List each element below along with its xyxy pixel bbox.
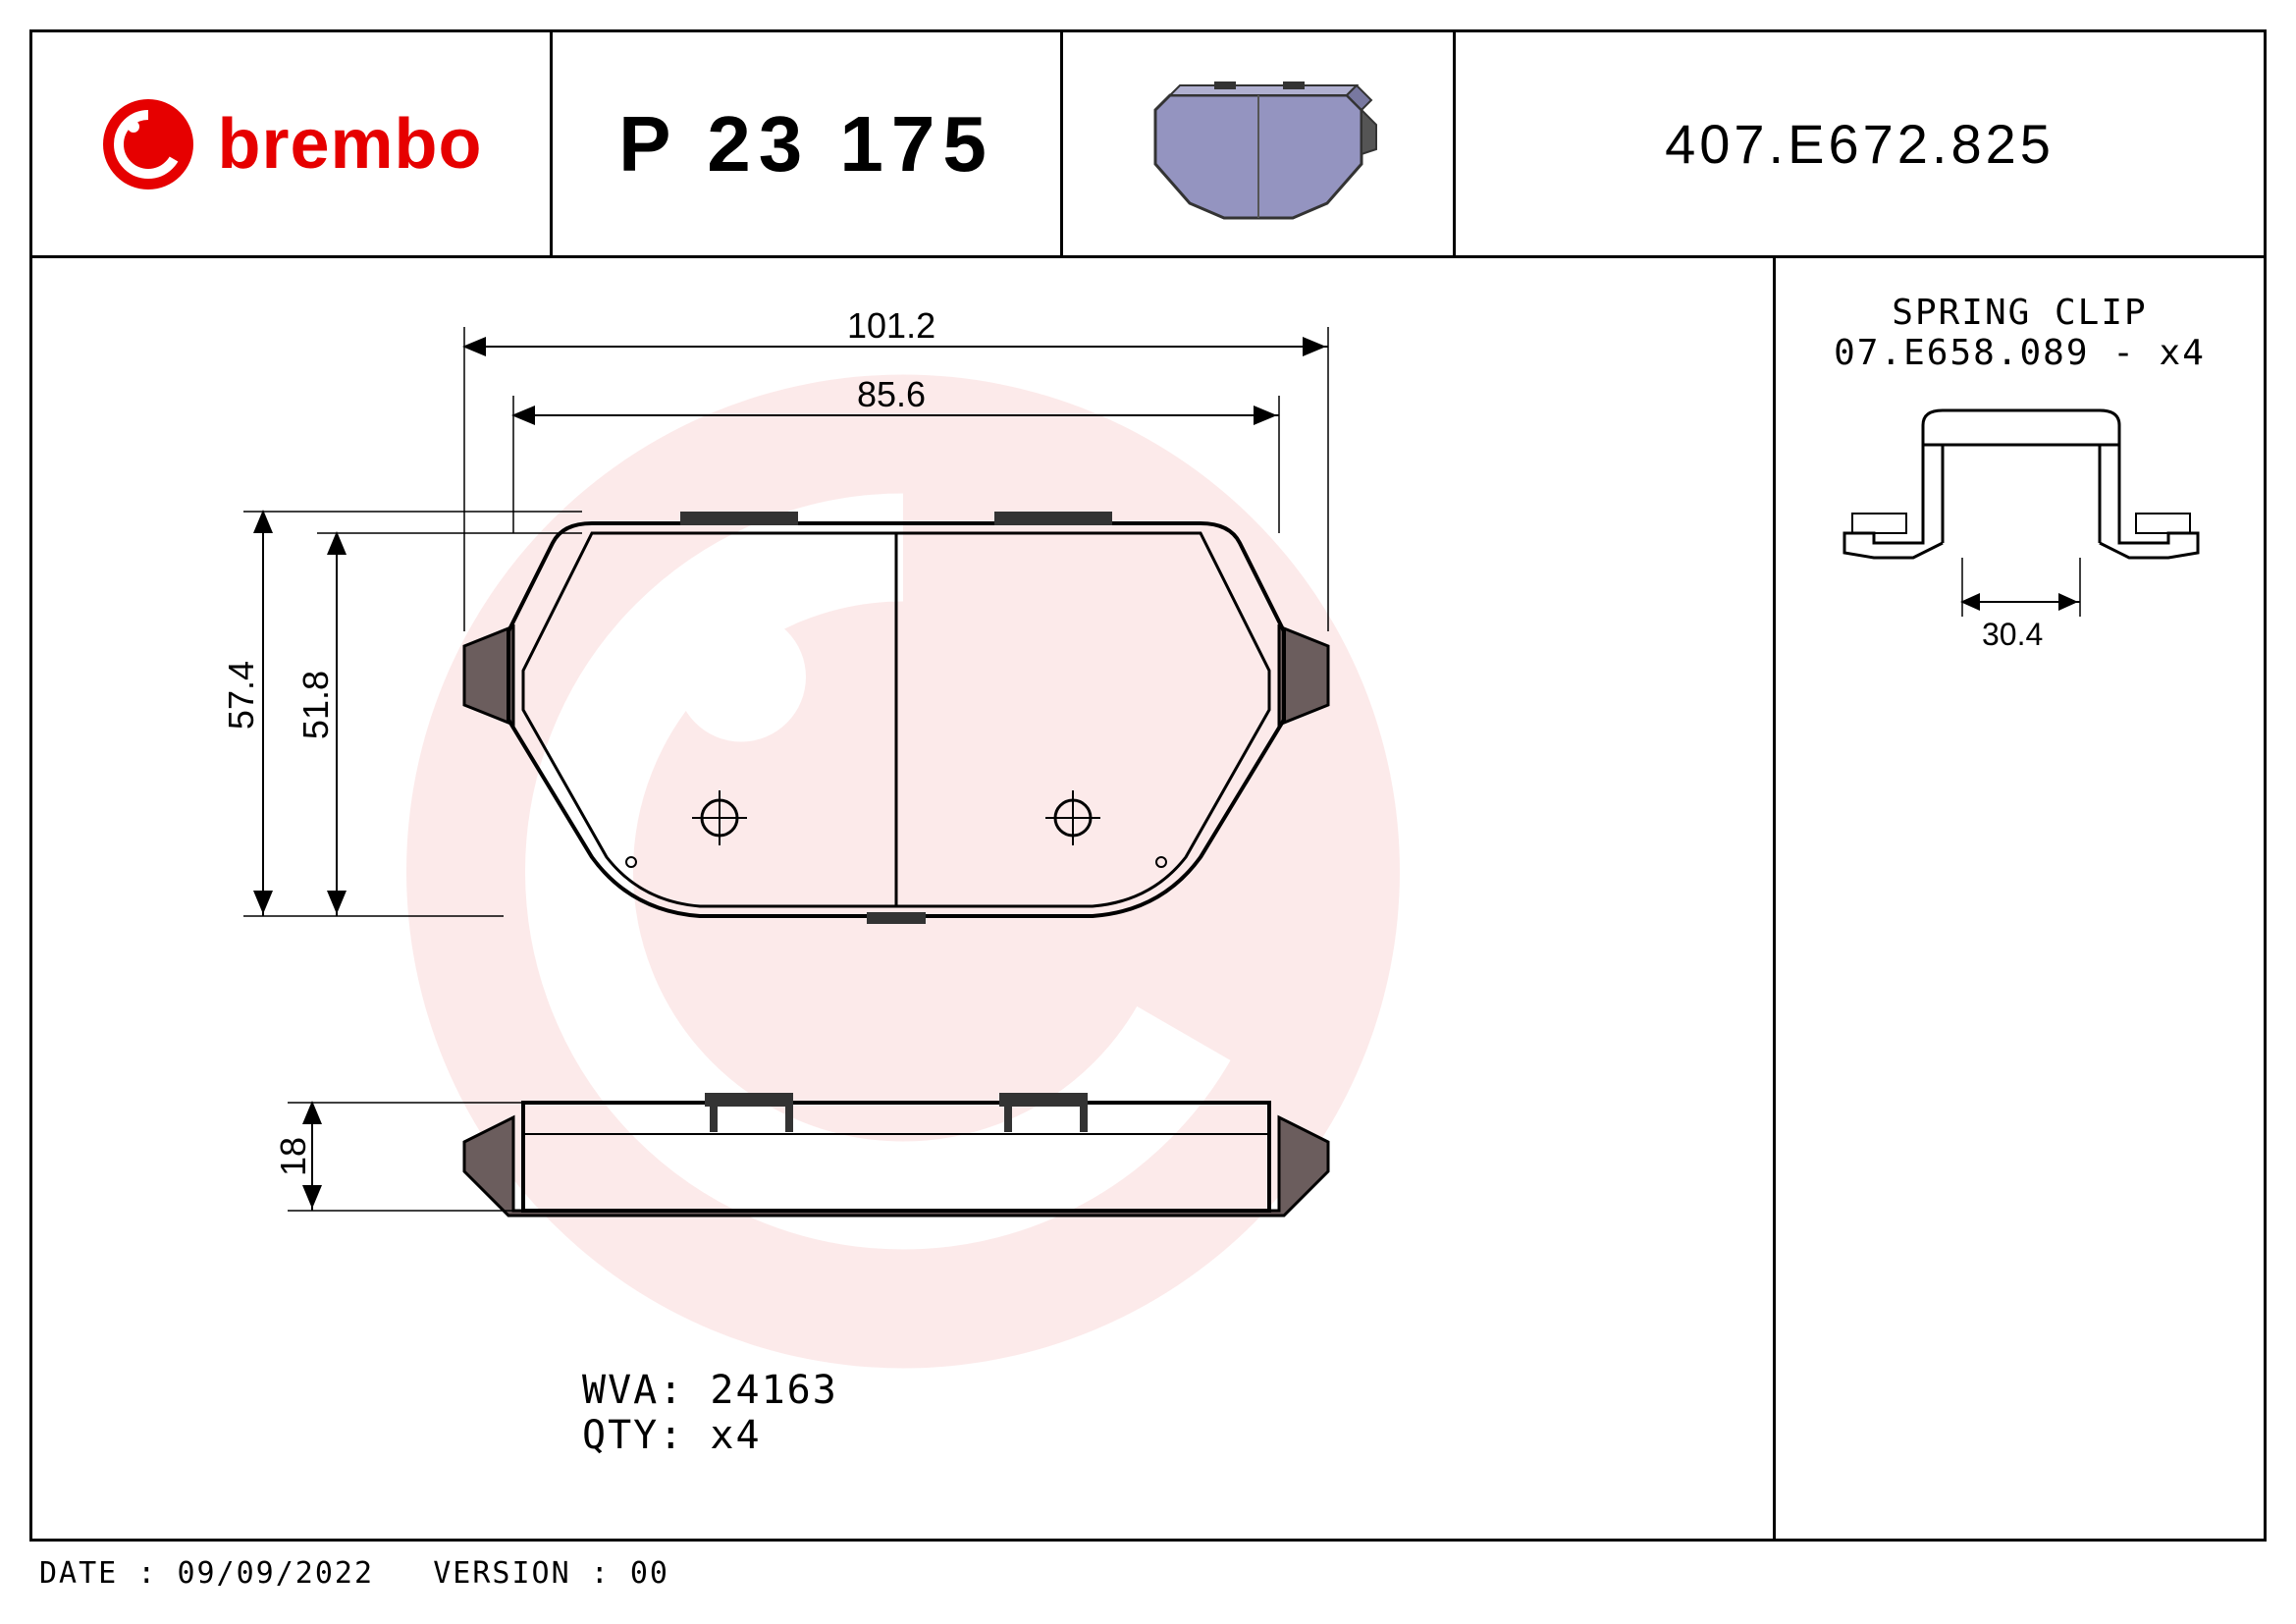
footer: DATE : 09/09/2022 VERSION : 00: [39, 1556, 669, 1591]
qty-label: QTY:: [582, 1413, 684, 1458]
dim-height-inner: 51.8: [295, 671, 337, 739]
drawing-area: 101.2 85.6 57.4 51.8 18 WVA: 24163 QTY: …: [32, 258, 1773, 1542]
main-area: 101.2 85.6 57.4 51.8 18 WVA: 24163 QTY: …: [32, 258, 2264, 1542]
brand-logo-cell: brembo: [32, 32, 553, 255]
qty-value: x4: [710, 1413, 761, 1458]
pad-side-view: [454, 1063, 1338, 1260]
dim-width-outer: 101.2: [847, 305, 935, 347]
brand-name: brembo: [217, 104, 482, 185]
drawing-frame: brembo P 23 175 407.E672.825: [29, 29, 2267, 1542]
spring-clip-dim: 30.4: [1982, 617, 2043, 653]
spring-clip-title: SPRING CLIP: [1776, 293, 2264, 333]
footer-version-value: 00: [630, 1556, 669, 1591]
dim-height-outer: 57.4: [221, 661, 262, 730]
wva-label: WVA:: [582, 1368, 684, 1413]
pad-front-view: [454, 425, 1338, 936]
dim-thickness: 18: [273, 1137, 314, 1176]
wva-value: 24163: [710, 1368, 837, 1413]
spring-clip-code: 07.E658.089 - x4: [1776, 333, 2264, 373]
footer-date-label: DATE :: [39, 1556, 157, 1591]
drawing-code-cell: 407.E672.825: [1456, 32, 2264, 255]
header-row: brembo P 23 175 407.E672.825: [32, 32, 2264, 258]
part-number-cell: P 23 175: [553, 32, 1063, 255]
pad-render-icon: [1131, 56, 1386, 233]
brembo-icon: [99, 95, 197, 193]
render-cell: [1063, 32, 1456, 255]
part-number: P 23 175: [618, 99, 994, 189]
footer-version-label: VERSION :: [433, 1556, 611, 1591]
spring-clip-panel: SPRING CLIP 07.E658.089 - x4: [1773, 258, 2264, 1542]
brand-logo: brembo: [99, 95, 482, 193]
info-block: WVA: 24163 QTY: x4: [582, 1368, 838, 1458]
footer-date-value: 09/09/2022: [177, 1556, 374, 1591]
dim-width-inner: 85.6: [857, 374, 926, 415]
drawing-code: 407.E672.825: [1665, 112, 2055, 176]
